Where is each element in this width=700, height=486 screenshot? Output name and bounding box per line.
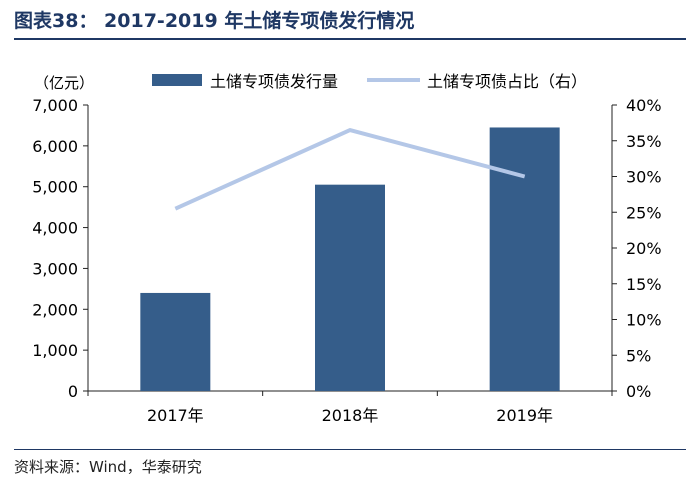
title-divider	[14, 38, 686, 40]
right-tick-label: 35%	[626, 132, 662, 151]
right-tick-label: 10%	[626, 311, 662, 330]
left-tick-label: 5,000	[32, 178, 78, 197]
right-tick-label: 15%	[626, 275, 662, 294]
bar	[140, 292, 211, 391]
right-tick-label: 20%	[626, 239, 662, 258]
legend-bar-swatch	[152, 74, 202, 86]
tick-labels: 0 1,000 2,000 3,000 4,000 5,000 6,000 7,000 0% 5%…	[32, 96, 661, 425]
left-tick-label: 4,000	[32, 219, 78, 238]
chart-title: 图表38： 2017-2019 年土储专项债发行情况	[14, 10, 415, 32]
x-tick-label: 2019年	[496, 406, 553, 425]
right-tick-label: 40%	[626, 96, 662, 115]
left-axis-unit-label: （亿元）	[34, 74, 94, 92]
left-tick-label: 3,000	[32, 259, 78, 278]
left-tick-label: 1,000	[32, 341, 78, 360]
left-tick-label: 7,000	[32, 96, 78, 115]
ratio-line	[174, 128, 526, 211]
x-tick-label: 2018年	[322, 406, 379, 425]
footer-divider	[14, 449, 686, 450]
source-note: 资料来源：Wind，华泰研究	[14, 458, 202, 476]
bar	[489, 127, 560, 391]
left-tick-label: 2,000	[32, 300, 78, 319]
x-tick-label: 2017年	[147, 406, 204, 425]
left-tick-label: 0	[68, 382, 78, 401]
right-tick-label: 0%	[626, 382, 651, 401]
left-tick-label: 6,000	[32, 137, 78, 156]
legend-bar-label: 土储专项债发行量	[210, 72, 338, 91]
right-tick-label: 30%	[626, 168, 662, 187]
bar	[315, 184, 385, 391]
legend-line-label: 土储专项债占比（右）	[427, 72, 587, 91]
bars	[140, 127, 560, 391]
right-tick-label: 25%	[626, 203, 662, 222]
right-tick-label: 5%	[626, 346, 651, 365]
legend: 土储专项债发行量 土储专项债占比（右）	[152, 72, 587, 91]
